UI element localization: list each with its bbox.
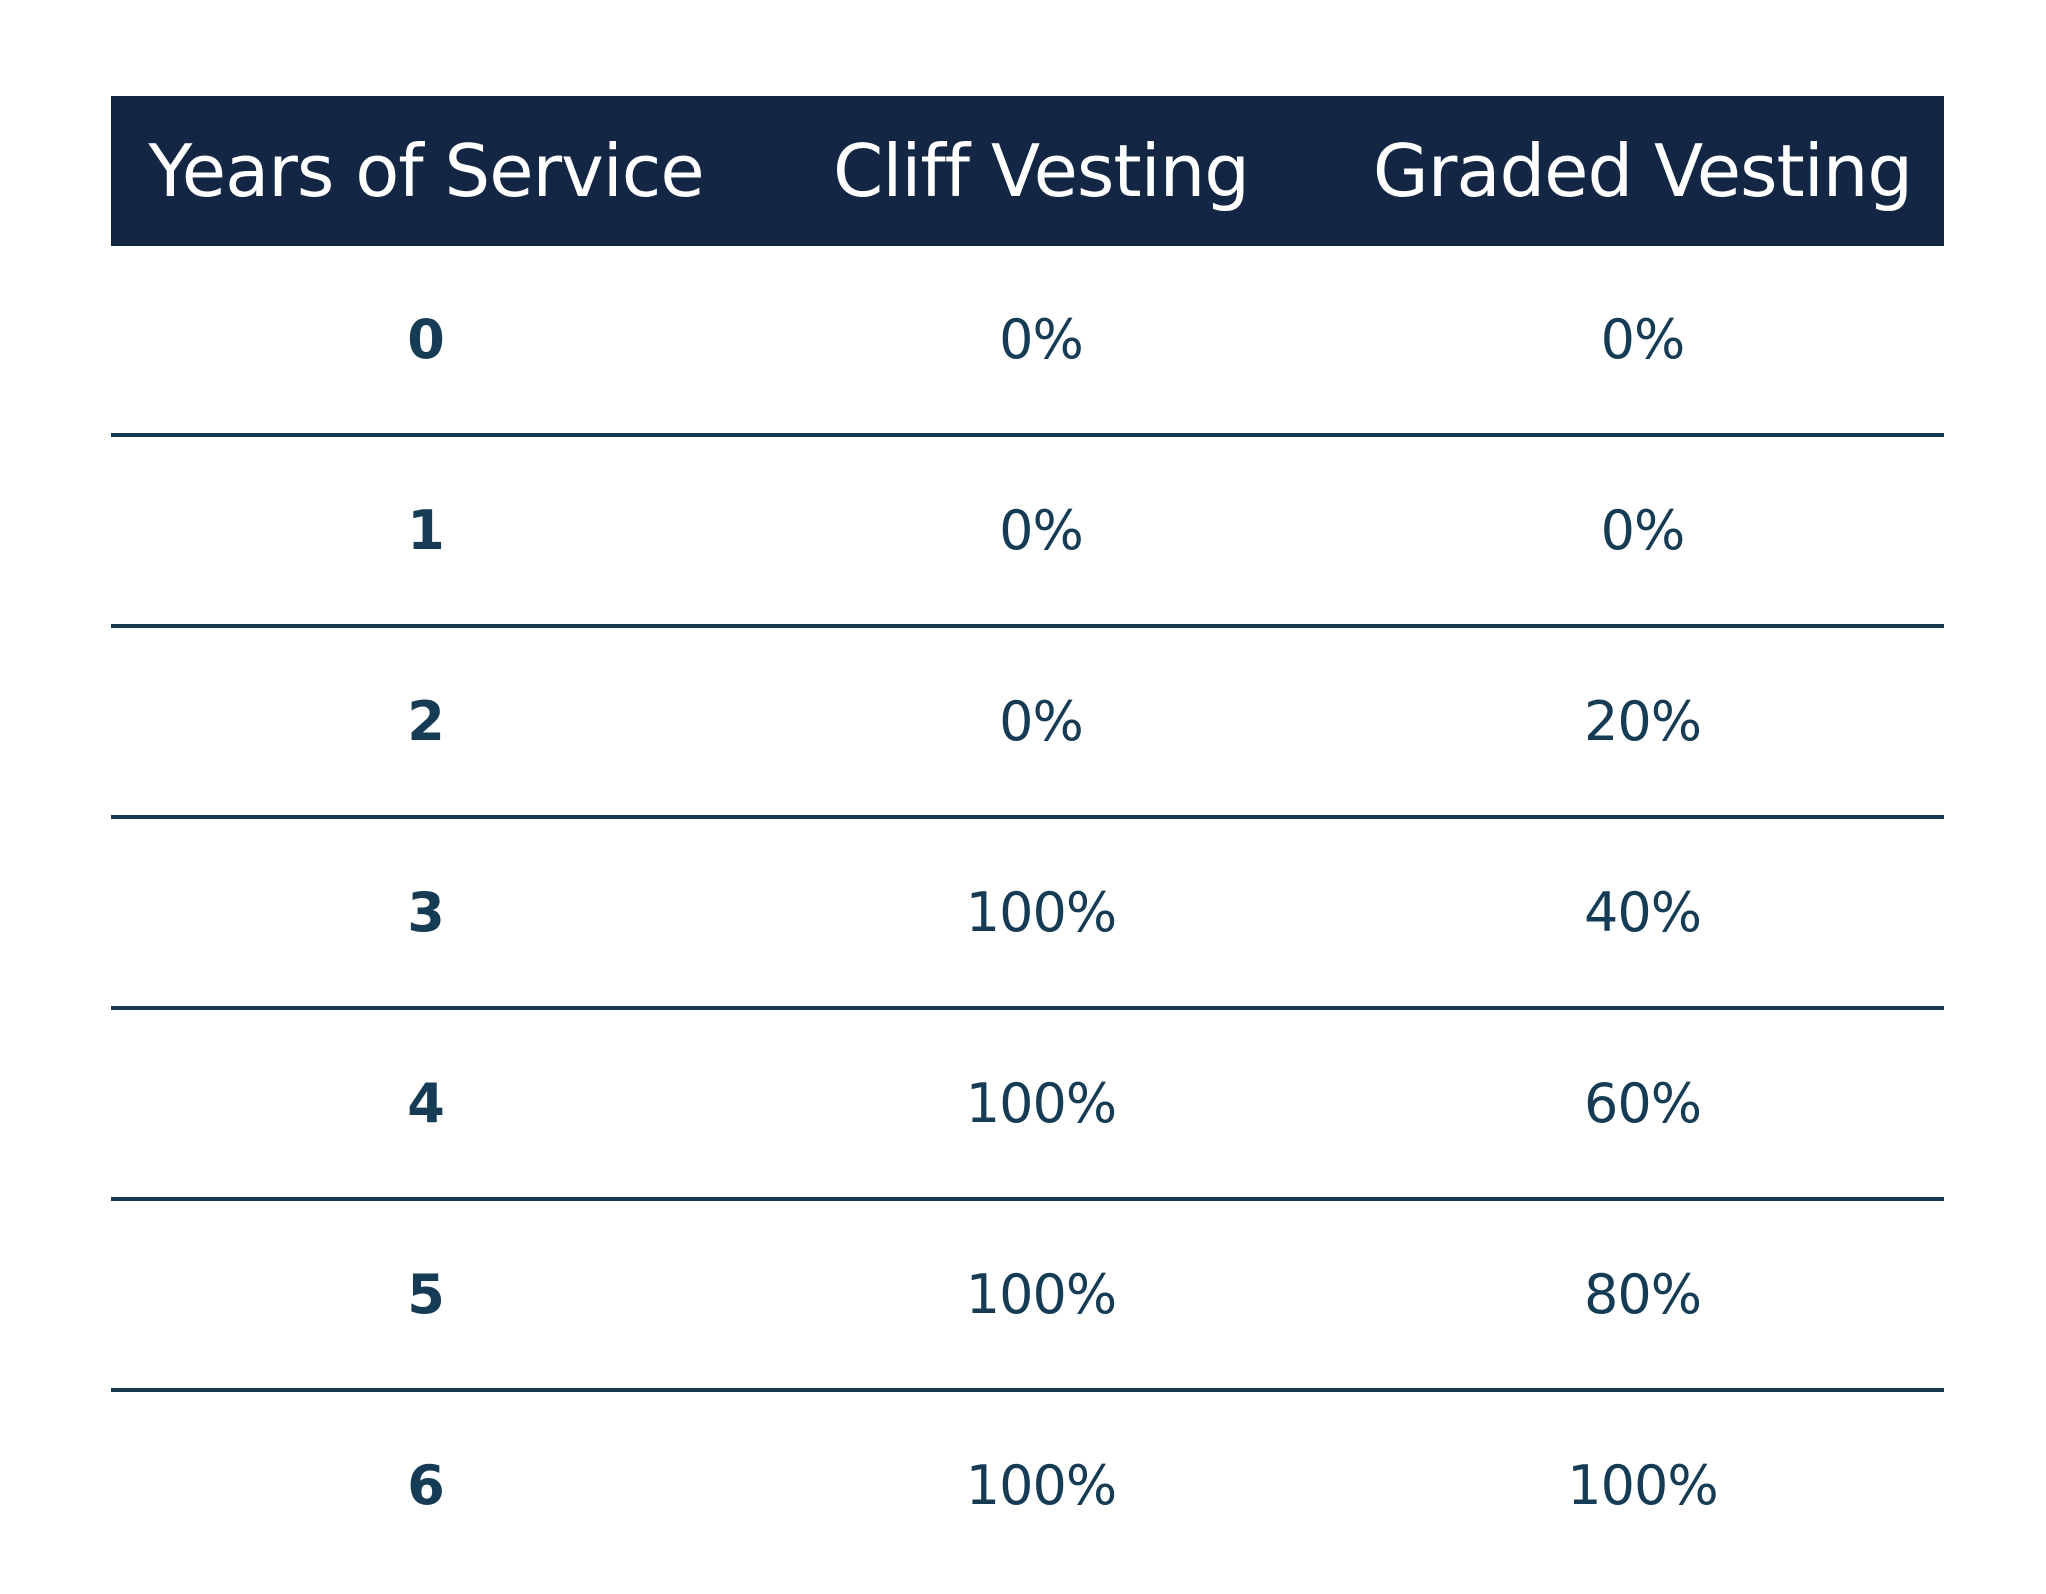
table-row: 2 0% 20% <box>111 628 1944 819</box>
table-header-row: Years of Service Cliff Vesting Graded Ve… <box>111 96 1944 246</box>
header-graded-vesting: Graded Vesting <box>1372 129 1913 213</box>
cliff-vesting-cell: 100% <box>965 1263 1117 1326</box>
header-cliff-vesting: Cliff Vesting <box>833 129 1250 213</box>
cliff-vesting-cell: 100% <box>965 1454 1117 1517</box>
vesting-schedule-table: Years of Service Cliff Vesting Graded Ve… <box>111 96 1944 1579</box>
graded-vesting-cell: 0% <box>1600 308 1686 371</box>
years-cell: 1 <box>407 499 445 562</box>
cliff-vesting-cell: 0% <box>999 499 1084 562</box>
header-years-of-service: Years of Service <box>148 129 704 213</box>
years-cell: 5 <box>407 1263 445 1326</box>
graded-vesting-cell: 80% <box>1583 1263 1702 1326</box>
graded-vesting-cell: 60% <box>1583 1072 1702 1135</box>
table-row: 5 100% 80% <box>111 1201 1944 1392</box>
years-cell: 4 <box>407 1072 445 1135</box>
table-row: 4 100% 60% <box>111 1010 1944 1201</box>
graded-vesting-cell: 0% <box>1600 499 1686 562</box>
cliff-vesting-cell: 0% <box>999 308 1084 371</box>
table-row: 0 0% 0% <box>111 246 1944 437</box>
graded-vesting-cell: 20% <box>1583 690 1702 753</box>
graded-vesting-cell: 40% <box>1583 881 1702 944</box>
cliff-vesting-cell: 100% <box>965 881 1117 944</box>
table-row: 6 100% 100% <box>111 1392 1944 1579</box>
table-row: 3 100% 40% <box>111 819 1944 1010</box>
table-row: 1 0% 0% <box>111 437 1944 628</box>
graded-vesting-cell: 100% <box>1567 1454 1718 1517</box>
years-cell: 0 <box>407 308 445 371</box>
cliff-vesting-cell: 100% <box>965 1072 1117 1135</box>
years-cell: 3 <box>407 881 445 944</box>
cliff-vesting-cell: 0% <box>999 690 1084 753</box>
years-cell: 6 <box>407 1454 445 1517</box>
years-cell: 2 <box>407 690 445 753</box>
